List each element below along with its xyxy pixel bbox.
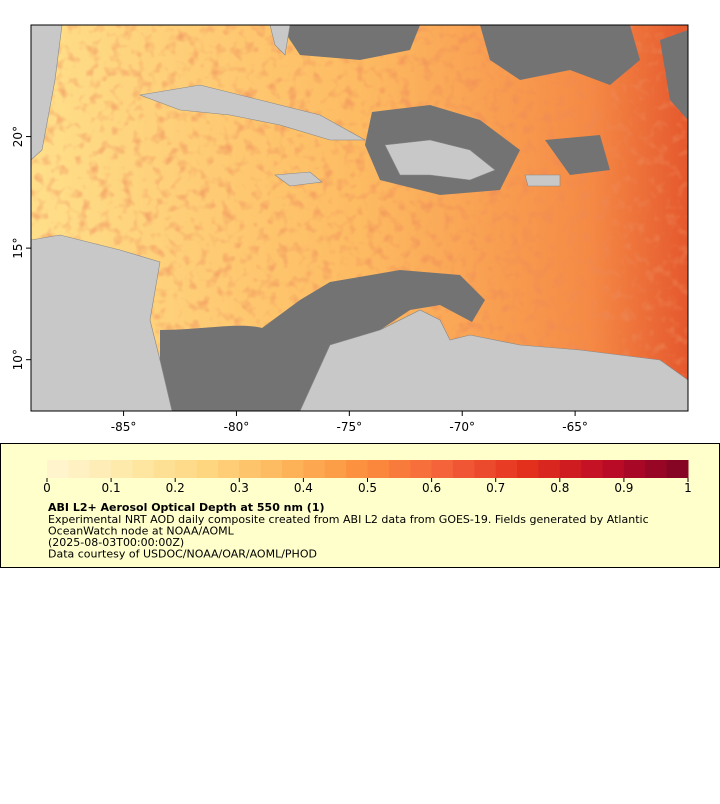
y-tick-label: 15° (11, 237, 25, 258)
colorbar-swatch (431, 460, 454, 478)
colorbar-swatch (495, 460, 518, 478)
colorbar-swatch (132, 460, 155, 478)
colorbar-swatch (68, 460, 91, 478)
x-tick-label: -65° (562, 420, 588, 434)
colorbar-tick-label: 0.5 (358, 481, 377, 495)
colorbar-swatch (474, 460, 497, 478)
map-frame (30, 24, 689, 412)
colorbar-swatch (367, 460, 390, 478)
colorbar-swatch (239, 460, 262, 478)
y-tick-label: 10° (11, 349, 25, 370)
colorbar-tick-label: 0.4 (294, 481, 313, 495)
colorbar-swatch (303, 460, 326, 478)
legend-line: (2025-08-03T00:00:00Z) (48, 536, 184, 549)
colorbar-swatch (196, 460, 219, 478)
colorbar-tick-label: 1 (684, 481, 692, 495)
colorbar-tick-label: 0.1 (102, 481, 121, 495)
colorbar-swatch (260, 460, 283, 478)
colorbar-swatch (89, 460, 112, 478)
x-tick-label: -70° (449, 420, 475, 434)
colorbar-swatch (111, 460, 133, 478)
colorbar-tick-label: 0 (43, 481, 51, 495)
colorbar-swatch (282, 460, 304, 478)
colorbar-tick-label: 0.3 (230, 481, 249, 495)
map-field (31, 25, 688, 411)
legend-title: ABI L2+ Aerosol Optical Depth at 550 nm … (48, 501, 325, 514)
legend-line: Experimental NRT AOD daily composite cre… (48, 513, 649, 526)
colorbar-tick-label: 0.7 (486, 481, 505, 495)
colorbar-swatch (559, 460, 582, 478)
colorbar-swatch (175, 460, 198, 478)
colorbar-swatch (346, 460, 368, 478)
colorbar-swatch (581, 460, 604, 478)
colorbar-swatch (602, 460, 625, 478)
x-tick-label: -75° (337, 420, 363, 434)
colorbar-tick-label: 0.2 (166, 481, 185, 495)
colorbar-swatch (410, 460, 433, 478)
colorbar-swatch (47, 460, 69, 478)
colorbar-tick-label: 0.9 (614, 481, 633, 495)
colorbar-tick-label: 0.8 (550, 481, 569, 495)
colorbar-swatch (666, 460, 689, 478)
colorbar-swatch (324, 460, 347, 478)
legend-line: Data courtesy of USDOC/NOAA/OAR/AOML/PHO… (48, 548, 317, 561)
colorbar-swatch (153, 460, 176, 478)
y-tick-label: 20° (11, 126, 25, 147)
colorbar-swatch (217, 460, 240, 478)
colorbar-swatch (538, 460, 561, 478)
colorbar-swatch (388, 460, 411, 478)
x-tick-label: -80° (224, 420, 250, 434)
legend-line: OceanWatch node at NOAA/AOML (48, 525, 235, 538)
colorbar-swatch (452, 460, 475, 478)
colorbar-swatch (517, 460, 539, 478)
colorbar-swatch (645, 460, 668, 478)
colorbar-tick-label: 0.6 (422, 481, 441, 495)
colorbar-swatch (623, 460, 646, 478)
x-tick-label: -85° (111, 420, 137, 434)
